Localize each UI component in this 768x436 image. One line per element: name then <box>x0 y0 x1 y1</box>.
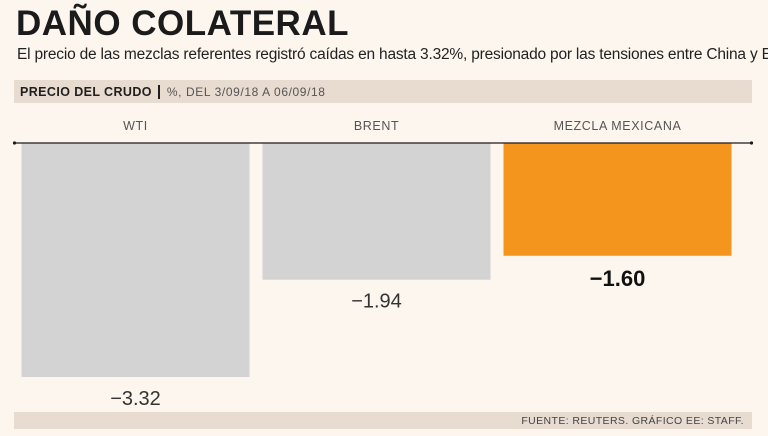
category-label: BRENT <box>354 119 399 133</box>
chart-header-band: PRECIO DEL CRUDO %, DEL 3/09/18 A 06/09/… <box>14 80 752 103</box>
bar <box>262 143 491 280</box>
bar-chart: WTI −3.32 BRENT −1.94 MEZCLA MEXICANA −1.60 <box>12 119 754 410</box>
bar-highlight <box>503 143 732 256</box>
source-footer: FUENTE: REUTERS. GRÁFICO EE: STAFF. <box>14 412 752 429</box>
category-label: WTI <box>123 119 148 133</box>
category-label: MEZCLA MEXICANA <box>554 119 682 133</box>
unit-note: %, DEL 3/09/18 A 06/09/18 <box>166 84 326 99</box>
source-note: FUENTE: REUTERS. GRÁFICO EE: STAFF. <box>521 414 744 427</box>
band-divider <box>157 84 160 99</box>
value-label: −1.94 <box>351 291 402 313</box>
chart-section-label: PRECIO DEL CRUDO <box>20 84 152 99</box>
chart-subtitle: El precio de las mezclas referentes regi… <box>17 46 768 63</box>
axis-end-dot-left <box>12 141 17 145</box>
value-label: −1.60 <box>590 266 646 291</box>
chart-title: DAÑO COLATERAL <box>16 4 349 43</box>
axis-end-dot-right <box>749 141 754 145</box>
bar <box>21 143 250 377</box>
value-label: −3.32 <box>110 388 161 410</box>
